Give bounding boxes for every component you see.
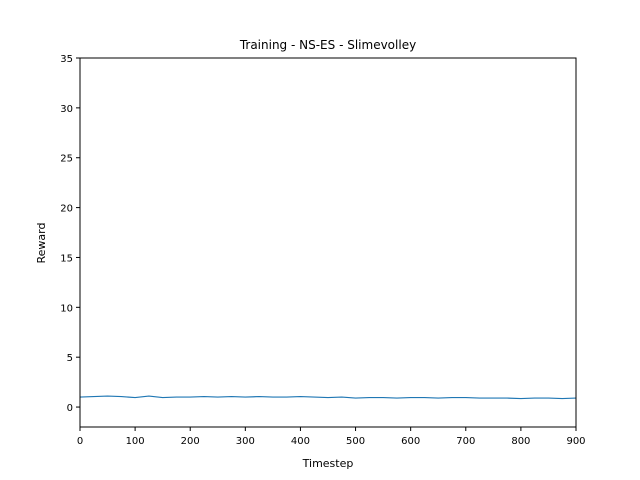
x-tick-label-100: 100	[126, 436, 145, 447]
series-line-0	[79, 395, 577, 400]
y-tick-label-0: 0	[67, 403, 73, 414]
axes-frame	[79, 57, 577, 428]
y-tick-label-30: 30	[60, 104, 73, 115]
x-tick-label-200: 200	[181, 436, 200, 447]
x-tick-label-600: 600	[401, 436, 420, 447]
x-tick-label-300: 300	[236, 436, 255, 447]
y-tick-label-10: 10	[60, 303, 73, 314]
x-tick-label-800: 800	[511, 436, 530, 447]
y-tick-label-20: 20	[60, 204, 73, 215]
chart-title: Training - NS-ES - Slimevolley	[239, 38, 416, 52]
x-axis-label: Timestep	[302, 457, 354, 470]
x-tick-label-0: 0	[77, 436, 83, 447]
x-tick-label-700: 700	[456, 436, 475, 447]
y-tick-label-15: 15	[60, 253, 73, 264]
plot-area: 0 100 200 300 400 500 600 700 800 900 0 5 10 15 20 25 30…	[60, 54, 585, 447]
x-tick-label-500: 500	[346, 436, 365, 447]
y-axis-label: Reward	[35, 223, 48, 264]
x-tick-label-900: 900	[566, 436, 585, 447]
y-tick-label-5: 5	[67, 353, 73, 364]
y-tick-label-35: 35	[60, 54, 73, 65]
y-tick-label-25: 25	[60, 154, 73, 165]
x-tick-label-400: 400	[291, 436, 310, 447]
